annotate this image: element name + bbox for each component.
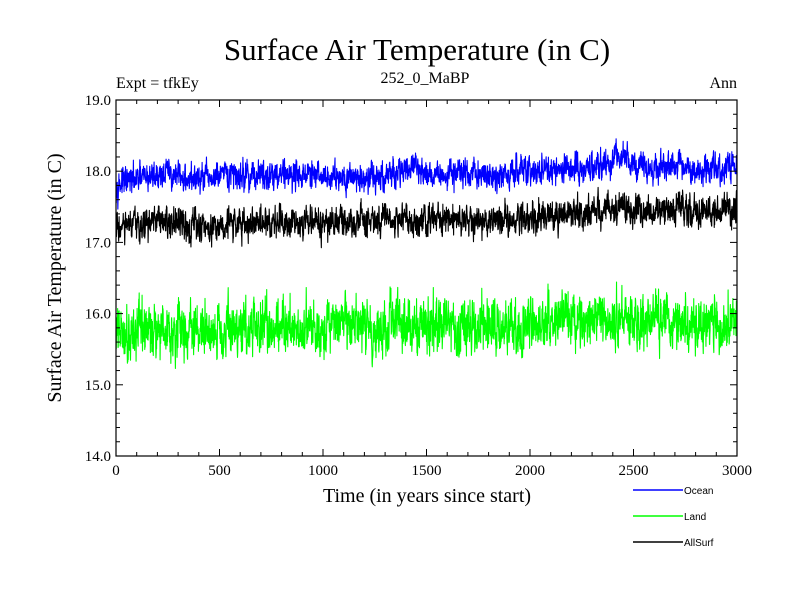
series-line-land [115,281,738,370]
series-layer [115,138,738,370]
y-tick-label: 17.0 [85,235,111,251]
chart-subtitle-left: Expt = tfkEy [116,75,199,92]
x-tick-label: 2500 [619,463,649,479]
y-tick-label: 14.0 [85,449,111,465]
chart-title: Surface Air Temperature (in C) [224,32,610,67]
x-tick-label: 3000 [722,463,752,479]
legend-label-ocean: Ocean [684,486,713,497]
plot-frame [115,99,738,457]
x-axis-label: Time (in years since start) [323,485,531,507]
series-line-ocean [115,138,738,210]
x-tick-label: 1500 [412,463,442,479]
chart-subtitle-center: 252_0_MaBP [381,70,470,87]
x-tick-label: 500 [208,463,231,479]
y-tick-label: 16.0 [85,307,111,323]
y-axis-label: Surface Air Temperature (in C) [44,153,66,402]
series-line-allsurf [115,186,738,249]
x-tick-label: 1000 [308,463,338,479]
legend-label-land: Land [684,512,706,523]
y-tick-label: 15.0 [85,378,111,394]
y-tick-label: 19.0 [85,93,111,109]
axes-layer: 0 500 1000 1500 2000 2500 3000 14.0 15.0 16.0 17.0… [85,93,752,479]
x-tick-label: 2000 [515,463,545,479]
chart-subtitle-right: Ann [709,75,737,92]
legend: Ocean Land AllSurf [633,486,714,549]
x-tick-label: 0 [112,463,120,479]
y-tick-label: 18.0 [85,164,111,180]
legend-label-allsurf: AllSurf [684,538,714,549]
